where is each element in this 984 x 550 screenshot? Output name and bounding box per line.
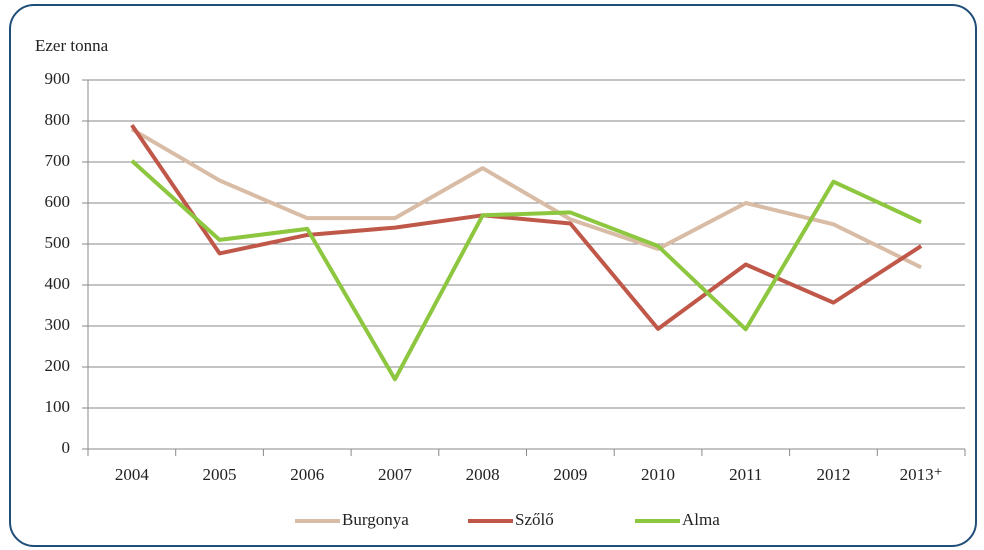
y-tick-label: 200 xyxy=(45,356,71,375)
y-tick-label: 700 xyxy=(45,151,71,170)
y-tick-label: 100 xyxy=(45,397,71,416)
x-tick-label: 2004 xyxy=(115,465,150,484)
x-tick-label: 2005 xyxy=(203,465,237,484)
legend-label: Burgonya xyxy=(342,510,409,529)
frame xyxy=(9,4,977,547)
legend-label: Szőlő xyxy=(515,510,554,529)
x-tick-label: 2011 xyxy=(729,465,762,484)
x-tick-label: 2009 xyxy=(553,465,587,484)
series-line xyxy=(130,123,923,331)
x-tick-label: 2008 xyxy=(466,465,500,484)
x-tick-label: 2012 xyxy=(816,465,850,484)
y-tick-label: 500 xyxy=(45,233,71,252)
legend-label: Alma xyxy=(682,510,720,529)
y-tick-label: 300 xyxy=(45,315,71,334)
y-tick-label: 800 xyxy=(45,110,71,129)
x-tick-label: 2010 xyxy=(641,465,675,484)
y-tick-label: 400 xyxy=(45,274,71,293)
series-line xyxy=(130,127,923,270)
x-tick-label: 2006 xyxy=(290,465,324,484)
series-line xyxy=(130,159,922,382)
y-tick-label: 600 xyxy=(45,192,71,211)
y-tick-label: 0 xyxy=(62,438,71,457)
y-axis-label: Ezer tonna xyxy=(35,36,109,55)
y-tick-label: 900 xyxy=(45,69,71,88)
x-tick-label: 2007 xyxy=(378,465,413,484)
x-tick-label: 2013⁺ xyxy=(900,465,943,484)
